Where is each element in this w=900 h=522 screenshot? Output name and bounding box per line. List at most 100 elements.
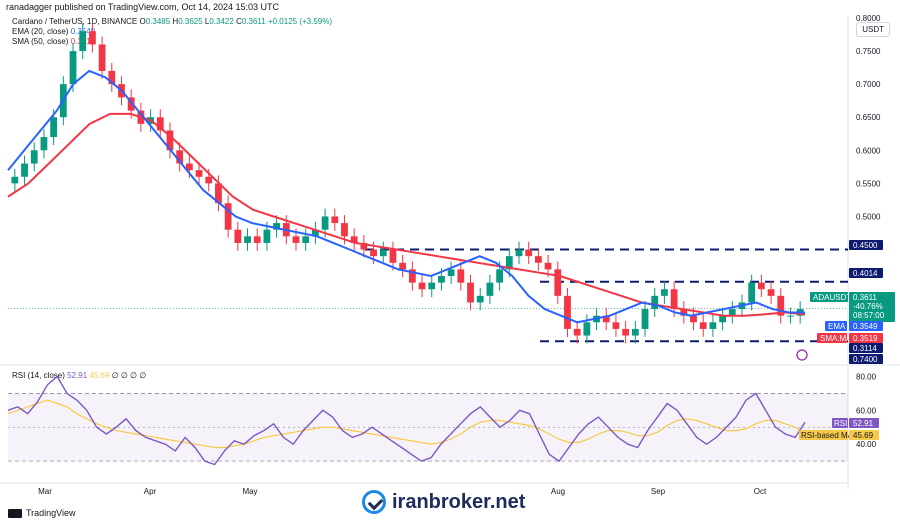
- rsi-tick-label-0: 80.00: [856, 372, 877, 381]
- symbol-name: Cardano / TetherUS, 1D, BINANCE: [12, 17, 138, 26]
- price-tag-sma-ma-value: 0.3519: [853, 334, 878, 343]
- candle-body-22: [224, 203, 232, 230]
- candle-body-74: [728, 309, 736, 316]
- candle-body-64: [631, 328, 639, 336]
- price-tick-label-3: 0.6500: [856, 113, 881, 122]
- watermark-text: iranbroker.net: [392, 490, 526, 513]
- price-tag-symbol: ADAUSDT: [813, 293, 851, 302]
- candle-body-61: [602, 315, 610, 323]
- candle-body-27: [273, 223, 281, 230]
- candle-body-10: [108, 70, 116, 85]
- candle-body-25: [253, 236, 261, 243]
- candle-body-80: [787, 315, 794, 317]
- price-tag-level-6: 0.7400: [853, 355, 878, 364]
- candle-body-42: [418, 282, 426, 290]
- rsi-legend-value: 52.91: [67, 371, 88, 380]
- candle-body-78: [767, 289, 775, 296]
- candle-body-24: [244, 236, 251, 243]
- price-tag-level-bg-1: [849, 268, 883, 278]
- candle-body-44: [438, 276, 445, 283]
- price-tag-sma-ma-name-bg: [817, 333, 847, 343]
- price-tag-symbol-bg: [810, 292, 848, 302]
- candle-body-45: [447, 269, 455, 276]
- price-tag-current-line-2: 08:57:00: [853, 311, 885, 320]
- candle-body-38: [379, 249, 387, 257]
- price-tag-level-bg-0: [849, 240, 883, 250]
- currency-button[interactable]: USDT: [856, 22, 890, 37]
- time-tick-label-aug: Aug: [551, 487, 565, 496]
- candle-body-59: [583, 322, 591, 336]
- ohlc-close: 0.3611: [241, 17, 266, 26]
- price-tag-level-bg-6: [849, 354, 883, 364]
- rsi-ma-line: [7, 399, 806, 449]
- rsi-legend[interactable]: RSI (14, close) 52.91 45.69 ∅ ∅ ∅ ∅: [12, 371, 146, 380]
- candle-body-63: [622, 328, 630, 336]
- candle-body-47: [467, 282, 474, 303]
- tradingview-brand[interactable]: TradingView: [8, 508, 76, 518]
- candle-body-41: [408, 269, 416, 283]
- candle-body-71: [699, 322, 707, 329]
- candle-body-52: [515, 249, 523, 257]
- candle-body-73: [719, 315, 726, 323]
- price-tag-level-bg-5: [849, 343, 883, 353]
- rsi-tick-label-2: 40.00: [856, 440, 877, 449]
- rsi-tag-name: RSI: [834, 419, 847, 428]
- price-tag-ema-name: EMA: [828, 322, 846, 331]
- ohlc-close-label: C: [236, 17, 242, 26]
- candle-body-57: [564, 295, 571, 329]
- ohlc-low: 0.3422: [209, 17, 234, 26]
- candle-body-56: [554, 269, 562, 296]
- symbol-info-line: Cardano / TetherUS, 1D, BINANCE O0.3485 …: [12, 17, 332, 26]
- candle-body-70: [690, 315, 697, 323]
- price-tick-label-2: 0.7000: [856, 80, 881, 89]
- candle-body-17: [176, 150, 184, 164]
- candle-body-31: [312, 229, 319, 237]
- candles-group: [11, 23, 804, 344]
- candle-body-30: [302, 236, 310, 243]
- price-tag-current-bg: [849, 292, 895, 322]
- sma-legend-label: SMA (50, close): [12, 37, 69, 46]
- watermark-logo-icon: [362, 490, 386, 514]
- candle-body-66: [651, 295, 659, 310]
- candle-body-2: [30, 150, 38, 164]
- candle-body-8: [89, 31, 96, 45]
- time-tick-label-sep: Sep: [651, 487, 666, 496]
- price-tag-level-5: 0.3114: [853, 344, 877, 353]
- price-tag-sma-ma-name: SMA:MA: [820, 334, 852, 343]
- candle-body-36: [360, 242, 368, 250]
- candle-body-43: [428, 282, 436, 290]
- candle-body-4: [50, 117, 58, 138]
- candle-body-0: [11, 176, 19, 184]
- candle-body-32: [321, 216, 329, 230]
- price-tag-current-line-1: -40.76%: [853, 302, 883, 311]
- publisher-line: ranadagger published on TradingView.com,…: [6, 2, 280, 12]
- candle-body-72: [709, 322, 717, 329]
- price-tick-label-4: 0.6000: [856, 146, 881, 155]
- time-tick-label-may: May: [242, 487, 257, 496]
- ema-legend-label: EMA (20, close): [12, 27, 69, 36]
- candle-body-21: [215, 183, 222, 204]
- candle-body-7: [79, 31, 87, 52]
- rsi-line: [7, 375, 806, 466]
- candle-body-39: [389, 249, 397, 263]
- candle-body-35: [350, 236, 358, 243]
- candle-body-54: [534, 256, 542, 263]
- watermark: iranbroker.net: [362, 490, 525, 514]
- candle-body-55: [544, 262, 552, 270]
- ohlc-high-label: H: [172, 17, 179, 26]
- time-tick-label-oct: Oct: [754, 487, 767, 496]
- candle-body-18: [185, 163, 193, 171]
- price-tag-level-1: 0.4014: [853, 269, 878, 278]
- candle-body-58: [573, 328, 581, 336]
- candle-body-12: [127, 97, 135, 111]
- candle-body-50: [496, 269, 503, 283]
- ohlc-open: 0.3485: [145, 17, 171, 26]
- candle-body-69: [680, 309, 688, 316]
- rsi-legend-extra: ∅ ∅ ∅ ∅: [111, 371, 147, 380]
- rsi-tag-value-bg: [849, 418, 879, 428]
- rsi-tick-label-1: 60.00: [856, 406, 877, 415]
- candle-body-33: [331, 216, 339, 224]
- candle-body-1: [21, 163, 28, 177]
- time-tick-label-apr: Apr: [144, 487, 157, 496]
